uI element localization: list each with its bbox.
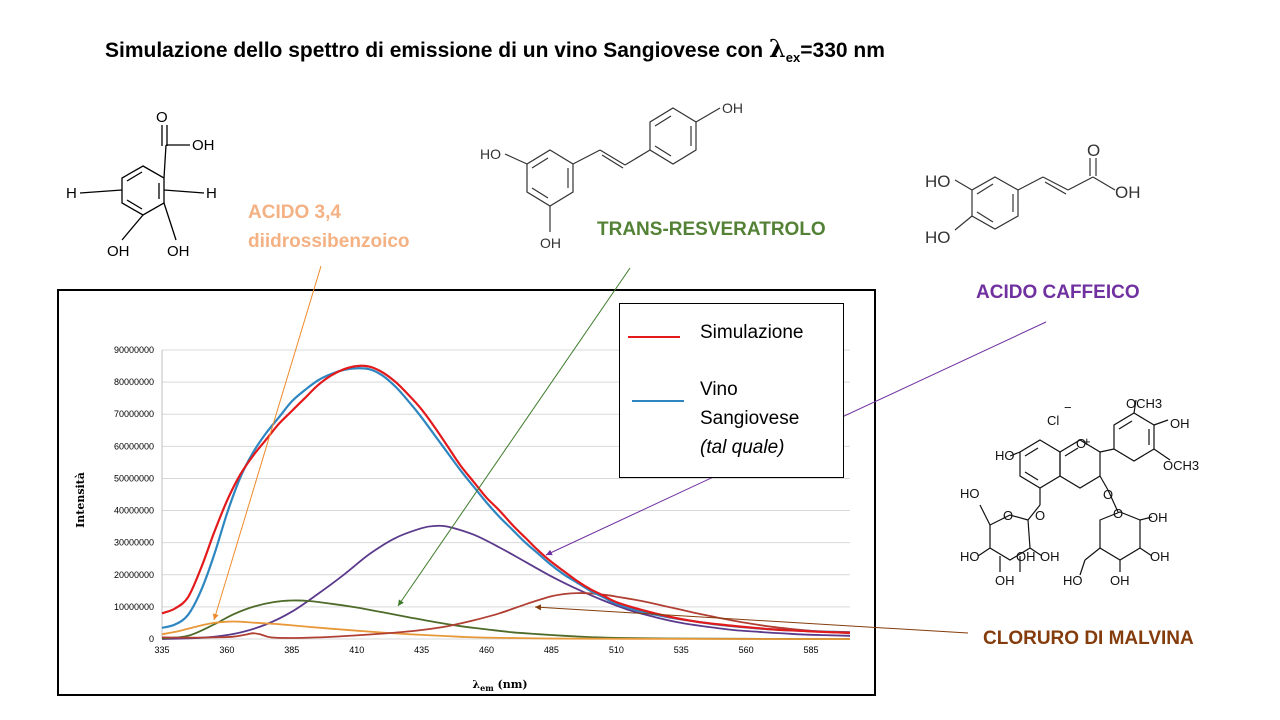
svg-text:O: O — [1003, 508, 1013, 523]
label-acido-34: ACIDO 3,4 diidrossibenzoico — [248, 198, 410, 256]
svg-text:OH: OH — [1115, 183, 1141, 202]
y-tick-label: 50000000 — [114, 473, 154, 483]
svg-text:O: O — [1076, 436, 1086, 451]
x-tick-label: 410 — [349, 645, 364, 655]
title-suffix: =330 nm — [800, 39, 885, 62]
svg-text:OH: OH — [107, 243, 130, 260]
arrow-cloruro-malvina — [534, 604, 969, 634]
svg-text:OH: OH — [1150, 549, 1170, 564]
svg-text:+: + — [1083, 434, 1091, 449]
svg-text:OH: OH — [995, 573, 1015, 588]
chart-x-ticks: 335 360 385 410 435 460 485 510 535 560 585 — [154, 645, 818, 655]
label-acido-caffeico: ACIDO CAFFEICO — [976, 282, 1140, 303]
svg-text:OH: OH — [1110, 573, 1130, 588]
svg-text:HO: HO — [960, 549, 980, 564]
x-tick-label: 560 — [739, 645, 754, 655]
svg-text:OH: OH — [1170, 416, 1190, 431]
y-tick-label: 80000000 — [114, 377, 154, 387]
label-cloruro-malvina: CLORURO DI MALVINA — [983, 628, 1194, 649]
title-lambda: λ — [768, 34, 786, 63]
molecule-malvin-chloride: Cl − + OCH3 OH OCH3 HO O O O HO O HO OH … — [960, 396, 1199, 588]
chart-y-ticks: 0 10000000 20000000 30000000 40000000 5000000… — [114, 345, 154, 644]
svg-text:O: O — [1103, 487, 1113, 502]
series-line-4 — [161, 620, 851, 640]
y-tick-label: 10000000 — [114, 602, 154, 612]
svg-text:H: H — [206, 185, 217, 202]
legend-label-vino-2: Sangiovese — [700, 408, 800, 429]
y-tick-label: 60000000 — [114, 441, 154, 451]
x-tick-label: 585 — [804, 645, 819, 655]
svg-text:OH: OH — [540, 235, 561, 251]
x-tick-label: 435 — [414, 645, 429, 655]
svg-text:OCH3: OCH3 — [1163, 458, 1199, 473]
x-tick-label: 460 — [479, 645, 494, 655]
y-tick-label: 90000000 — [114, 345, 154, 355]
legend-label-vino-1: Vino — [700, 379, 738, 400]
x-tick-label: 485 — [544, 645, 559, 655]
label-acido-34-line1: ACIDO 3,4 — [248, 202, 341, 223]
y-tick-label: 0 — [149, 634, 154, 644]
y-axis-label: Intensità — [74, 472, 87, 528]
svg-text:HO: HO — [480, 146, 501, 162]
x-axis-label: λem (nm) — [472, 678, 527, 693]
x-tick-label: 510 — [609, 645, 624, 655]
svg-text:O: O — [156, 109, 168, 126]
y-tick-label: 40000000 — [114, 506, 154, 516]
page-title: Simulazione dello spettro di emissione d… — [105, 34, 885, 65]
svg-text:OH: OH — [1148, 510, 1168, 525]
svg-text:HO: HO — [960, 486, 980, 501]
svg-text:HO: HO — [925, 228, 951, 247]
molecule-trans-resveratrol: OH HO OH — [480, 100, 743, 251]
arrow-acido-34 — [212, 265, 322, 621]
svg-text:O: O — [1113, 506, 1123, 521]
label-trans-resveratrolo: TRANS-RESVERATROLO — [597, 219, 826, 240]
x-tick-label: 385 — [284, 645, 299, 655]
arrow-trans-resveratrolo — [397, 267, 631, 607]
x-tick-label: 360 — [219, 645, 234, 655]
svg-text:HO: HO — [995, 448, 1015, 463]
series-line-3 — [161, 599, 851, 640]
title-text: Simulazione dello spettro di emissione d… — [105, 39, 769, 62]
svg-text:HO: HO — [925, 172, 951, 191]
series-line-2 — [161, 524, 851, 640]
chart-legend: Simulazione Vino Sangiovese (tal quale) — [619, 303, 844, 478]
svg-text:OCH3: OCH3 — [1126, 396, 1162, 411]
svg-text:O: O — [1087, 141, 1100, 160]
legend-swatch-vino — [632, 400, 684, 402]
legend-swatch-simulazione — [628, 336, 680, 338]
svg-text:HO: HO — [1063, 573, 1083, 588]
molecule-dihydroxybenzoic-acid: O OH H H OH OH — [66, 109, 217, 260]
title-sub: ex — [785, 50, 801, 66]
svg-text:OH: OH — [1040, 549, 1060, 564]
svg-text:Cl: Cl — [1047, 413, 1059, 428]
svg-text:OH: OH — [167, 243, 190, 260]
x-tick-label: 335 — [154, 645, 169, 655]
legend-label-vino-3: (tal quale) — [700, 437, 785, 458]
series-line-5 — [161, 592, 851, 639]
svg-text:OH: OH — [722, 100, 743, 116]
label-acido-34-line2: diidrossibenzoico — [248, 231, 410, 252]
svg-text:OH: OH — [1016, 549, 1036, 564]
legend-label-simulazione: Simulazione — [700, 322, 804, 343]
svg-text:−: − — [1064, 400, 1072, 415]
x-tick-label: 535 — [674, 645, 689, 655]
y-tick-label: 30000000 — [114, 538, 154, 548]
chart-series — [161, 364, 851, 640]
svg-text:OH: OH — [192, 137, 215, 154]
svg-text:H: H — [66, 185, 77, 202]
svg-text:O: O — [1035, 508, 1045, 523]
y-tick-label: 20000000 — [114, 570, 154, 580]
y-tick-label: 70000000 — [114, 409, 154, 419]
molecule-caffeic-acid: O HO OH HO — [925, 141, 1141, 247]
